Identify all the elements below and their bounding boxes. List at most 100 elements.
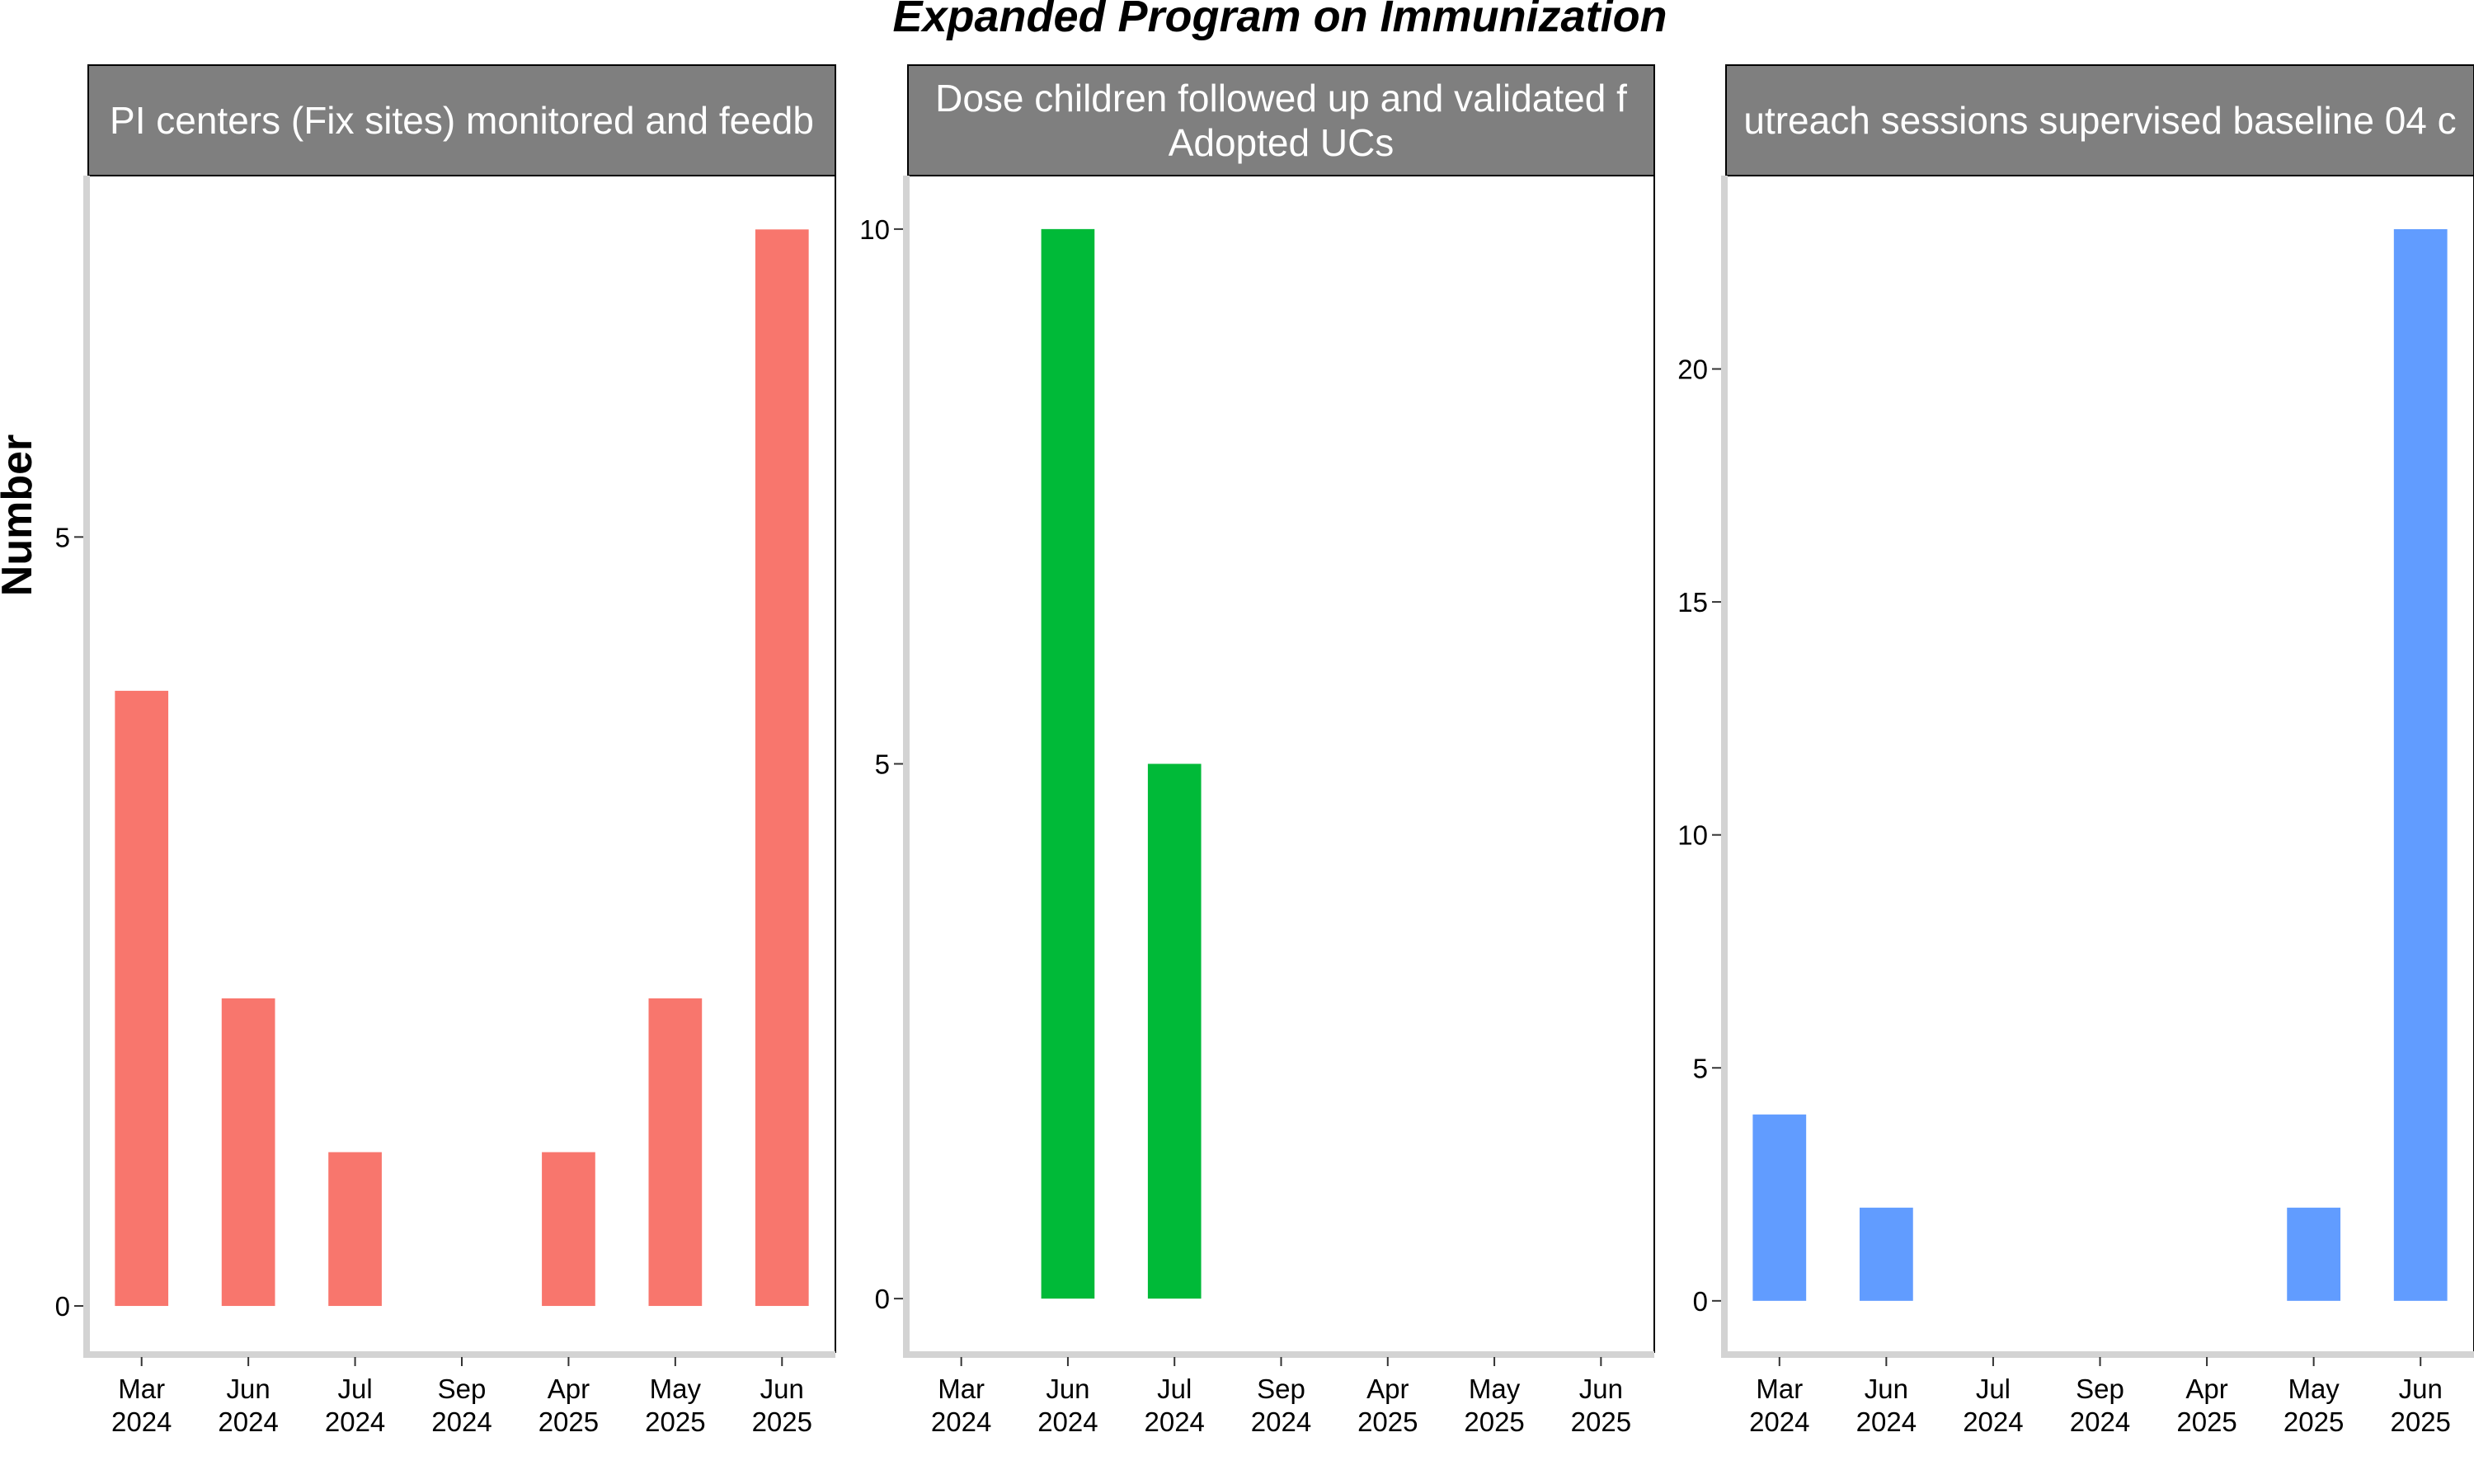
y-tick-label: 0 [875, 1284, 890, 1314]
x-tick-label: Apr 2025 [2176, 1374, 2236, 1437]
x-tick-label-line: May [650, 1374, 702, 1404]
bar [1752, 1114, 1807, 1301]
bar [1147, 763, 1202, 1299]
x-tick-label-line: 2025 [1464, 1407, 1524, 1437]
x-tick-label: Jun 2024 [1037, 1374, 1098, 1437]
y-tick-label: 5 [875, 749, 890, 780]
facet-panel-3: utreach sessions supervised baseline 04 … [1677, 64, 2474, 1437]
bar [115, 690, 169, 1307]
x-tick-label: Jun 2025 [1571, 1374, 1631, 1437]
bar [2287, 1207, 2341, 1301]
x-tick-label-line: 2025 [539, 1407, 599, 1437]
x-tick-label: Sep 2024 [431, 1374, 492, 1437]
bar-series [1752, 228, 2448, 1301]
x-tick-label: Jun 2025 [752, 1374, 812, 1437]
x-tick-label: May 2025 [2284, 1374, 2344, 1437]
x-tick-label-line: Jun [1579, 1374, 1623, 1404]
x-tick-label: May 2025 [1464, 1374, 1524, 1437]
facet-strip-title: PI centers (Fix sites) monitored and fee… [110, 99, 814, 142]
facet-panel-1: PI centers (Fix sites) monitored and fee… [55, 64, 836, 1437]
x-tick-label: Apr 2025 [1357, 1374, 1418, 1437]
x-tick-label-line: Jul [1976, 1374, 2011, 1404]
facet-strip [907, 64, 1655, 176]
bar [755, 229, 809, 1307]
x-tick-label-line: 2024 [111, 1407, 172, 1437]
y-tick-label: 5 [55, 522, 70, 552]
x-tick-label: Jul 2024 [325, 1374, 385, 1437]
facet-strip [87, 64, 836, 176]
y-axis: 0 5 10 15 20 [1677, 176, 1728, 1353]
x-tick-label-line: 2024 [1749, 1407, 1809, 1437]
x-tick-label-line: Jun [1865, 1374, 1908, 1404]
x-tick-label-line: 2025 [1357, 1407, 1418, 1437]
x-tick-label-line: 2024 [1856, 1407, 1917, 1437]
x-tick-label-line: 2024 [218, 1407, 278, 1437]
x-tick-label-line: Jun [1046, 1374, 1089, 1404]
x-tick-label-line: 2024 [1037, 1407, 1098, 1437]
x-tick-label-line: Mar [118, 1374, 165, 1404]
x-tick-label: Mar 2024 [1749, 1374, 1809, 1437]
x-tick-label: Jun 2025 [2391, 1374, 2451, 1437]
x-tick-label-line: Apr [1366, 1374, 1409, 1404]
x-tick-label-line: 2025 [645, 1407, 705, 1437]
x-tick-label: Mar 2024 [111, 1374, 172, 1437]
x-tick-label-line: 2025 [2284, 1407, 2344, 1437]
bar [2393, 228, 2448, 1301]
x-tick-label-line: 2024 [2070, 1407, 2130, 1437]
x-tick-label: May 2025 [645, 1374, 705, 1437]
x-tick-label: Jul 2024 [1145, 1374, 1205, 1437]
x-tick-label-line: 2025 [2176, 1407, 2236, 1437]
x-tick-label: Sep 2024 [2070, 1374, 2130, 1437]
x-tick-label-line: Sep [1257, 1374, 1305, 1404]
facet-strip [1725, 64, 2474, 176]
y-axis-label: Number [0, 434, 41, 596]
x-tick-label-line: 2024 [431, 1407, 492, 1437]
facet-strip-title: Dose children followed up and validated … [935, 77, 1627, 164]
bar-series [115, 229, 809, 1307]
bar-series [1041, 228, 1202, 1299]
y-tick-label: 10 [1677, 820, 1708, 851]
x-tick-label-line: Apr [548, 1374, 590, 1404]
x-tick-label-line: Jun [760, 1374, 804, 1404]
x-tick-label-line: Jul [337, 1374, 372, 1404]
x-tick-label-line: Mar [1756, 1374, 1803, 1404]
x-tick-label: Mar 2024 [931, 1374, 991, 1437]
bar [542, 1152, 595, 1307]
x-tick-label: Jun 2024 [1856, 1374, 1917, 1437]
facet-panels: PI centers (Fix sites) monitored and fee… [55, 64, 2474, 1437]
facet-strip-title-line: Adopted UCs [1169, 121, 1395, 164]
x-tick-label: Jun 2024 [218, 1374, 278, 1437]
facet-panel-2: Dose children followed up and validated … [859, 64, 1655, 1437]
x-tick-label-line: Jun [2399, 1374, 2443, 1404]
x-tick-label: Apr 2025 [539, 1374, 599, 1437]
bar [328, 1152, 382, 1307]
facet-strip-title: utreach sessions supervised baseline 04 … [1743, 99, 2456, 142]
x-tick-label-line: Sep [2076, 1374, 2124, 1404]
x-tick-label: Sep 2024 [1251, 1374, 1311, 1437]
x-tick-label-line: 2024 [1145, 1407, 1205, 1437]
x-tick-label-line: 2024 [1251, 1407, 1311, 1437]
x-tick-label-line: Jun [227, 1374, 270, 1404]
y-tick-label: 0 [55, 1291, 70, 1322]
y-axis: 05 [55, 176, 90, 1353]
x-tick-label-line: May [2288, 1374, 2340, 1404]
x-tick-label-line: Sep [438, 1374, 487, 1404]
x-tick-label-line: 2024 [1963, 1407, 2023, 1437]
y-tick-label: 0 [1693, 1286, 1708, 1317]
y-tick-label: 5 [1693, 1053, 1708, 1083]
x-tick-label-line: 2025 [752, 1407, 812, 1437]
bar [221, 998, 275, 1307]
y-tick-label: 20 [1677, 355, 1708, 385]
facet-strip-title-line: utreach sessions supervised baseline 04 … [1743, 99, 2456, 142]
x-tick-label-line: Jul [1157, 1374, 1192, 1404]
bar [648, 998, 703, 1307]
x-tick-label: Jul 2024 [1963, 1374, 2023, 1437]
x-tick-label-line: May [1469, 1374, 1521, 1404]
figure-title: Expanded Program on Immunization [892, 0, 1667, 41]
x-tick-label-line: 2024 [325, 1407, 385, 1437]
